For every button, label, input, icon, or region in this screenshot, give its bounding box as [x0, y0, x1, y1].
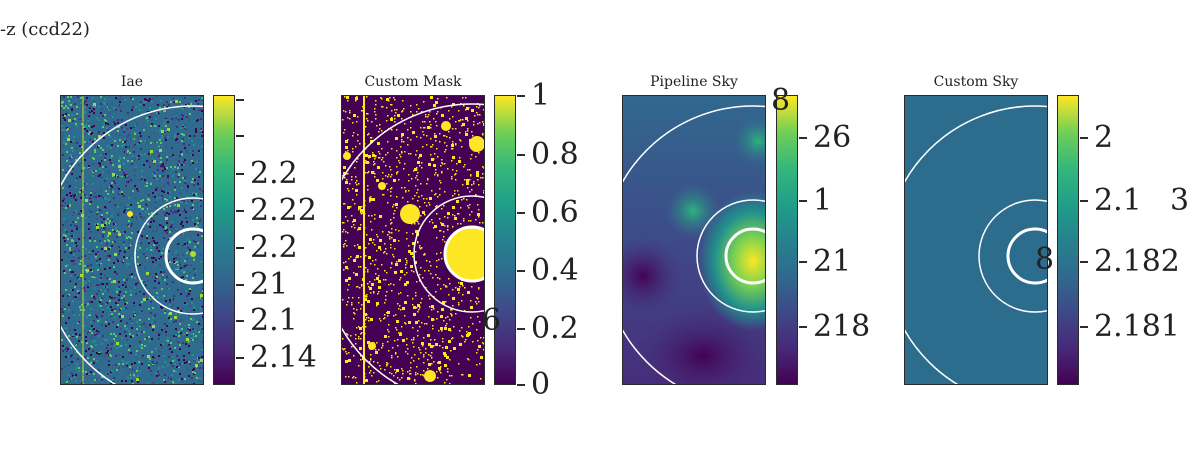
mask-image	[342, 96, 484, 384]
colorbar-pipeline-sky	[776, 95, 798, 385]
colorbar-tick-label: 218	[813, 309, 871, 344]
image-panel-iae	[60, 95, 204, 385]
colorbar-tick	[236, 284, 244, 286]
colorbar-tick-label: 0.2	[531, 311, 579, 346]
colorbar-tick-label: 2.22	[250, 193, 317, 228]
colorbar-tick	[236, 247, 244, 249]
colorbar-tick-label: 2.1	[250, 303, 298, 338]
panel-title-custom-sky: Custom Sky	[933, 74, 1019, 90]
pipeline-sky-image	[623, 96, 765, 384]
stray-label-custom-sky-right: 3	[1170, 183, 1190, 218]
iae-image	[61, 96, 203, 384]
colorbar-tick	[517, 95, 525, 97]
iae-middle-ring	[134, 197, 203, 315]
mask-streak	[363, 96, 365, 384]
colorbar-tick-label: 1	[531, 78, 551, 113]
colorbar-tick	[236, 357, 244, 359]
colorbar-tick	[799, 326, 807, 328]
colorbar-tick-label: 2.2	[250, 230, 298, 265]
colorbar-tick	[236, 135, 244, 137]
stray-label-custom-sky-left: 8	[1035, 242, 1055, 277]
colorbar-tick-label: 26	[813, 120, 852, 155]
colorbar-tick-label: 2.182	[1094, 244, 1180, 279]
iae-outer-ring	[61, 105, 203, 384]
colorbar-iae	[213, 95, 235, 385]
colorbar-tick	[517, 328, 525, 330]
panel-title-iae: Iae	[120, 74, 144, 90]
panel-title-pipeline-sky: Pipeline Sky	[650, 74, 738, 90]
colorbar-tick	[799, 200, 807, 202]
colorbar-tick-label: 2.181	[1094, 309, 1180, 344]
image-panel-custom-sky	[904, 95, 1048, 385]
colorbar-tick	[236, 210, 244, 212]
colorbar-tick-label: 21	[813, 244, 852, 279]
colorbar-tick	[517, 154, 525, 156]
stray-label-mask: 6	[482, 303, 502, 338]
colorbar-tick-label: 2	[1094, 120, 1114, 155]
colorbar-tick	[799, 137, 807, 139]
panel-title-custom-mask: Custom Mask	[364, 74, 462, 90]
colorbar-tick	[236, 99, 244, 101]
colorbar-tick-label: 2.2	[250, 156, 298, 191]
colorbar-custom-sky	[1057, 95, 1079, 385]
colorbar-tick	[1080, 200, 1088, 202]
suptitle: -z (ccd22)	[0, 19, 90, 40]
colorbar-tick	[1080, 137, 1088, 139]
colorbar-tick-label: 0.4	[531, 253, 579, 288]
colorbar-tick-label: 21	[250, 267, 289, 302]
colorbar-tick	[236, 173, 244, 175]
stray-label-pipeline-top: 8	[771, 83, 791, 118]
colorbar-tick	[1080, 261, 1088, 263]
image-panel-custom-mask	[341, 95, 485, 385]
colorbar-custom-mask	[494, 95, 516, 385]
image-panel-pipeline-sky	[622, 95, 766, 385]
mask-central-source	[445, 227, 484, 281]
colorbar-tick-label: 0.6	[531, 195, 579, 230]
colorbar-tick	[236, 320, 244, 322]
custom-sky-image	[905, 105, 1047, 384]
colorbar-tick	[517, 212, 525, 214]
colorbar-tick-label: 2.14	[250, 340, 317, 375]
iae-inner-ring	[164, 227, 203, 285]
colorbar-tick-label: 0.8	[531, 137, 579, 172]
colorbar-tick	[517, 270, 525, 272]
colorbar-tick-label: 2.1	[1094, 183, 1142, 218]
colorbar-tick-label: 1	[813, 183, 833, 218]
colorbar-tick-label: 0	[531, 367, 551, 402]
colorbar-tick	[1080, 326, 1088, 328]
colorbar-tick	[799, 261, 807, 263]
colorbar-tick	[517, 384, 525, 386]
